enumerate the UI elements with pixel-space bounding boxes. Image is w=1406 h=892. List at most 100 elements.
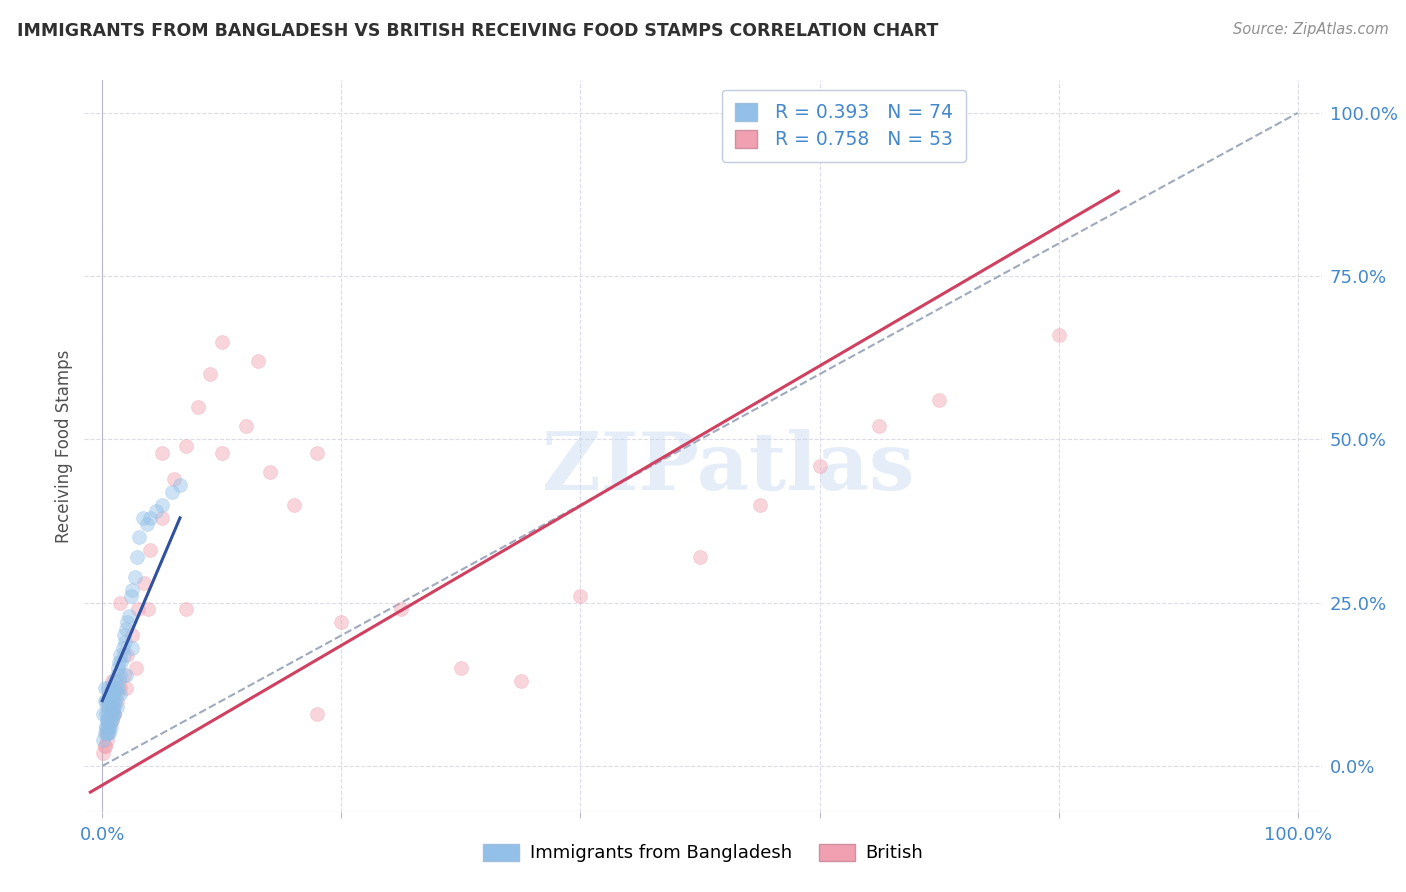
- Point: [115, 622, 138, 636]
- Point: [108, 674, 131, 689]
- Point: [100, 720, 122, 734]
- Point: [928, 393, 950, 408]
- Point: [128, 530, 150, 544]
- Point: [98, 700, 121, 714]
- Point: [100, 681, 122, 695]
- Point: [97, 714, 120, 728]
- Point: [98, 700, 121, 714]
- Point: [108, 655, 131, 669]
- Point: [868, 419, 890, 434]
- Point: [110, 681, 132, 695]
- Point: [808, 458, 831, 473]
- Point: [121, 628, 143, 642]
- Point: [139, 543, 162, 558]
- Point: [96, 700, 118, 714]
- Point: [114, 635, 136, 649]
- Point: [101, 714, 124, 728]
- Point: [93, 681, 115, 695]
- Point: [246, 354, 269, 368]
- Point: [235, 419, 257, 434]
- Point: [150, 511, 173, 525]
- Point: [93, 732, 115, 747]
- Point: [101, 700, 124, 714]
- Point: [98, 687, 121, 701]
- Point: [127, 602, 149, 616]
- Point: [110, 596, 132, 610]
- Point: [160, 484, 183, 499]
- Point: [97, 720, 120, 734]
- Point: [509, 674, 531, 689]
- Point: [110, 648, 132, 662]
- Point: [689, 549, 711, 564]
- Legend: Immigrants from Bangladesh, British: Immigrants from Bangladesh, British: [475, 837, 931, 870]
- Point: [120, 589, 142, 603]
- Point: [97, 726, 120, 740]
- Y-axis label: Receiving Food Stamps: Receiving Food Stamps: [55, 350, 73, 542]
- Point: [94, 726, 117, 740]
- Point: [1047, 328, 1070, 343]
- Point: [97, 694, 120, 708]
- Text: ZIPatlas: ZIPatlas: [541, 429, 914, 507]
- Point: [94, 720, 117, 734]
- Point: [101, 714, 124, 728]
- Point: [283, 498, 305, 512]
- Point: [105, 700, 128, 714]
- Point: [139, 511, 162, 525]
- Point: [101, 687, 124, 701]
- Point: [93, 746, 115, 760]
- Point: [198, 367, 221, 381]
- Point: [110, 655, 132, 669]
- Point: [96, 714, 118, 728]
- Point: [115, 681, 138, 695]
- Point: [112, 628, 135, 642]
- Point: [121, 641, 143, 656]
- Point: [96, 726, 118, 740]
- Point: [97, 681, 120, 695]
- Point: [117, 608, 139, 623]
- Point: [307, 706, 329, 721]
- Point: [96, 714, 118, 728]
- Point: [125, 549, 148, 564]
- Point: [100, 706, 122, 721]
- Point: [145, 504, 167, 518]
- Point: [98, 726, 121, 740]
- Point: [98, 720, 121, 734]
- Point: [103, 674, 125, 689]
- Point: [104, 694, 127, 708]
- Point: [100, 706, 122, 721]
- Point: [115, 667, 138, 681]
- Point: [94, 694, 117, 708]
- Point: [98, 714, 121, 728]
- Point: [187, 400, 209, 414]
- Point: [94, 706, 117, 721]
- Point: [103, 687, 125, 701]
- Point: [101, 694, 124, 708]
- Point: [121, 582, 143, 597]
- Point: [174, 602, 197, 616]
- Point: [117, 615, 139, 630]
- Point: [103, 706, 125, 721]
- Point: [110, 687, 132, 701]
- Point: [101, 706, 124, 721]
- Point: [93, 726, 115, 740]
- Point: [259, 465, 281, 479]
- Legend:  R = 0.393   N = 74,  R = 0.758   N = 53: R = 0.393 N = 74, R = 0.758 N = 53: [721, 90, 966, 162]
- Point: [98, 720, 121, 734]
- Point: [135, 517, 157, 532]
- Point: [101, 681, 124, 695]
- Point: [103, 706, 125, 721]
- Point: [93, 706, 115, 721]
- Point: [101, 700, 124, 714]
- Point: [134, 576, 156, 591]
- Point: [97, 706, 120, 721]
- Point: [330, 615, 353, 630]
- Point: [100, 694, 122, 708]
- Point: [211, 445, 233, 459]
- Point: [100, 714, 122, 728]
- Point: [107, 681, 129, 695]
- Point: [111, 641, 134, 656]
- Point: [169, 478, 191, 492]
- Point: [101, 674, 124, 689]
- Point: [150, 445, 173, 459]
- Point: [103, 706, 125, 721]
